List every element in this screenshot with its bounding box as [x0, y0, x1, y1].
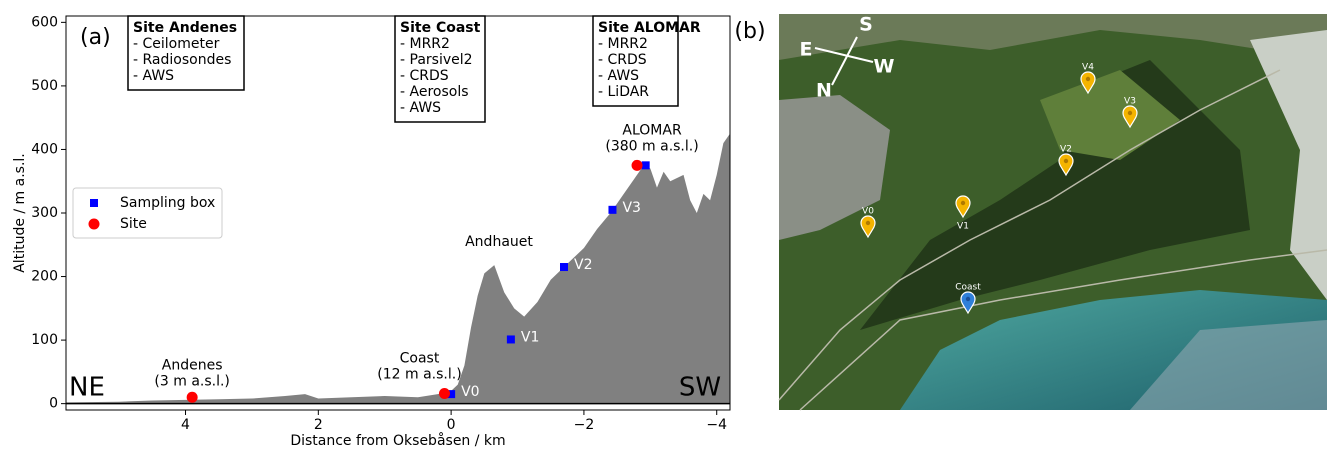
site-box-item: - AWS	[400, 100, 441, 116]
compass-label: E	[800, 39, 813, 61]
x-tick-label: −4	[706, 417, 727, 433]
x-tick-label: 0	[447, 417, 456, 433]
x-tick-label: −2	[574, 417, 595, 433]
legend-label: Site	[120, 216, 147, 232]
sampling-box-marker	[608, 206, 616, 214]
site-box-item: - CRDS	[400, 68, 449, 84]
site-label: (12 m a.s.l.)	[377, 366, 461, 382]
site-box-title: Site ALOMAR	[598, 20, 701, 36]
site-box-item: - LiDAR	[598, 84, 649, 100]
sampling-box-marker	[507, 335, 515, 343]
site-label: (380 m a.s.l.)	[605, 138, 698, 154]
point-label: V3	[622, 200, 640, 216]
pin-dot	[1086, 77, 1090, 81]
pin-label: V2	[1060, 145, 1072, 155]
y-tick-label: 600	[31, 14, 58, 30]
site-marker	[187, 392, 198, 403]
point-label: V1	[521, 329, 539, 345]
pin-label: V3	[1124, 97, 1136, 107]
pin-dot	[1128, 111, 1132, 115]
panel-label: (b)	[734, 19, 765, 44]
point-label: V0	[461, 384, 479, 400]
site-box-title: Site Andenes	[133, 20, 237, 36]
site-box-item: - AWS	[598, 68, 639, 84]
point-label: V4	[656, 155, 675, 171]
pin-dot	[1064, 159, 1068, 163]
site-box-item: - AWS	[133, 68, 174, 84]
site-box-item: - MRR2	[400, 36, 450, 52]
site-box-title: Site Coast	[400, 20, 481, 36]
pin-label: Coast	[955, 283, 981, 293]
site-label: Coast	[400, 350, 440, 366]
site-box-item: - Parsivel2	[400, 52, 473, 68]
annotation: NE	[69, 373, 105, 403]
legend-marker	[89, 219, 100, 230]
y-tick-label: 100	[31, 332, 58, 348]
pin-dot	[961, 201, 965, 205]
pin-label: V1	[957, 222, 969, 232]
compass-label: N	[816, 80, 832, 102]
y-tick-label: 500	[31, 78, 58, 94]
y-tick-label: 400	[31, 141, 58, 157]
y-tick-label: 200	[31, 269, 58, 285]
x-axis-label: Distance from Oksebåsen / km	[290, 432, 505, 449]
panel-label: (a)	[80, 25, 111, 50]
y-tick-label: 0	[49, 396, 58, 412]
legend-label: Sampling box	[120, 195, 215, 211]
compass-label: S	[859, 14, 873, 36]
x-tick-label: 2	[314, 417, 323, 433]
site-label: (3 m a.s.l.)	[154, 373, 229, 389]
point-label: V2	[574, 257, 592, 273]
pin-dot	[866, 221, 870, 225]
site-box-item: - Ceilometer	[133, 36, 220, 52]
sampling-box-marker	[560, 263, 568, 271]
site-label: Andenes	[162, 357, 223, 373]
photo-panel: S E W N V4 V3 V2 V1 V0 Coast (b)	[734, 14, 1327, 411]
figure: S E W N V4V3V2V1V0Coast (b) 010020030040…	[0, 0, 1327, 450]
site-label: ALOMAR	[622, 122, 682, 138]
chart: 0 100 200 300 400 500 600 4 2 0 −2 −4 Distance from …	[12, 14, 730, 449]
site-box-item: - Radiosondes	[133, 52, 231, 68]
site-box-item: - Aerosols	[400, 84, 469, 100]
x-tick-label: 4	[181, 417, 190, 433]
pin-label: V0	[862, 207, 874, 217]
y-tick-label: 300	[31, 205, 58, 221]
site-marker	[439, 388, 450, 399]
annotation: SW	[679, 373, 721, 403]
legend-marker	[90, 199, 98, 207]
site-box-item: - MRR2	[598, 36, 648, 52]
compass-label: W	[874, 56, 895, 78]
pin-label: V4	[1082, 63, 1094, 73]
annotation: Andhauet	[465, 234, 533, 250]
y-axis-label: Altitude / m a.s.l.	[12, 153, 28, 273]
site-marker	[632, 160, 643, 171]
site-box-item: - CRDS	[598, 52, 647, 68]
page: S E W N V4V3V2V1V0Coast (b) 010020030040…	[0, 0, 1327, 450]
pin-dot	[966, 297, 970, 301]
sampling-box-marker	[642, 161, 650, 169]
